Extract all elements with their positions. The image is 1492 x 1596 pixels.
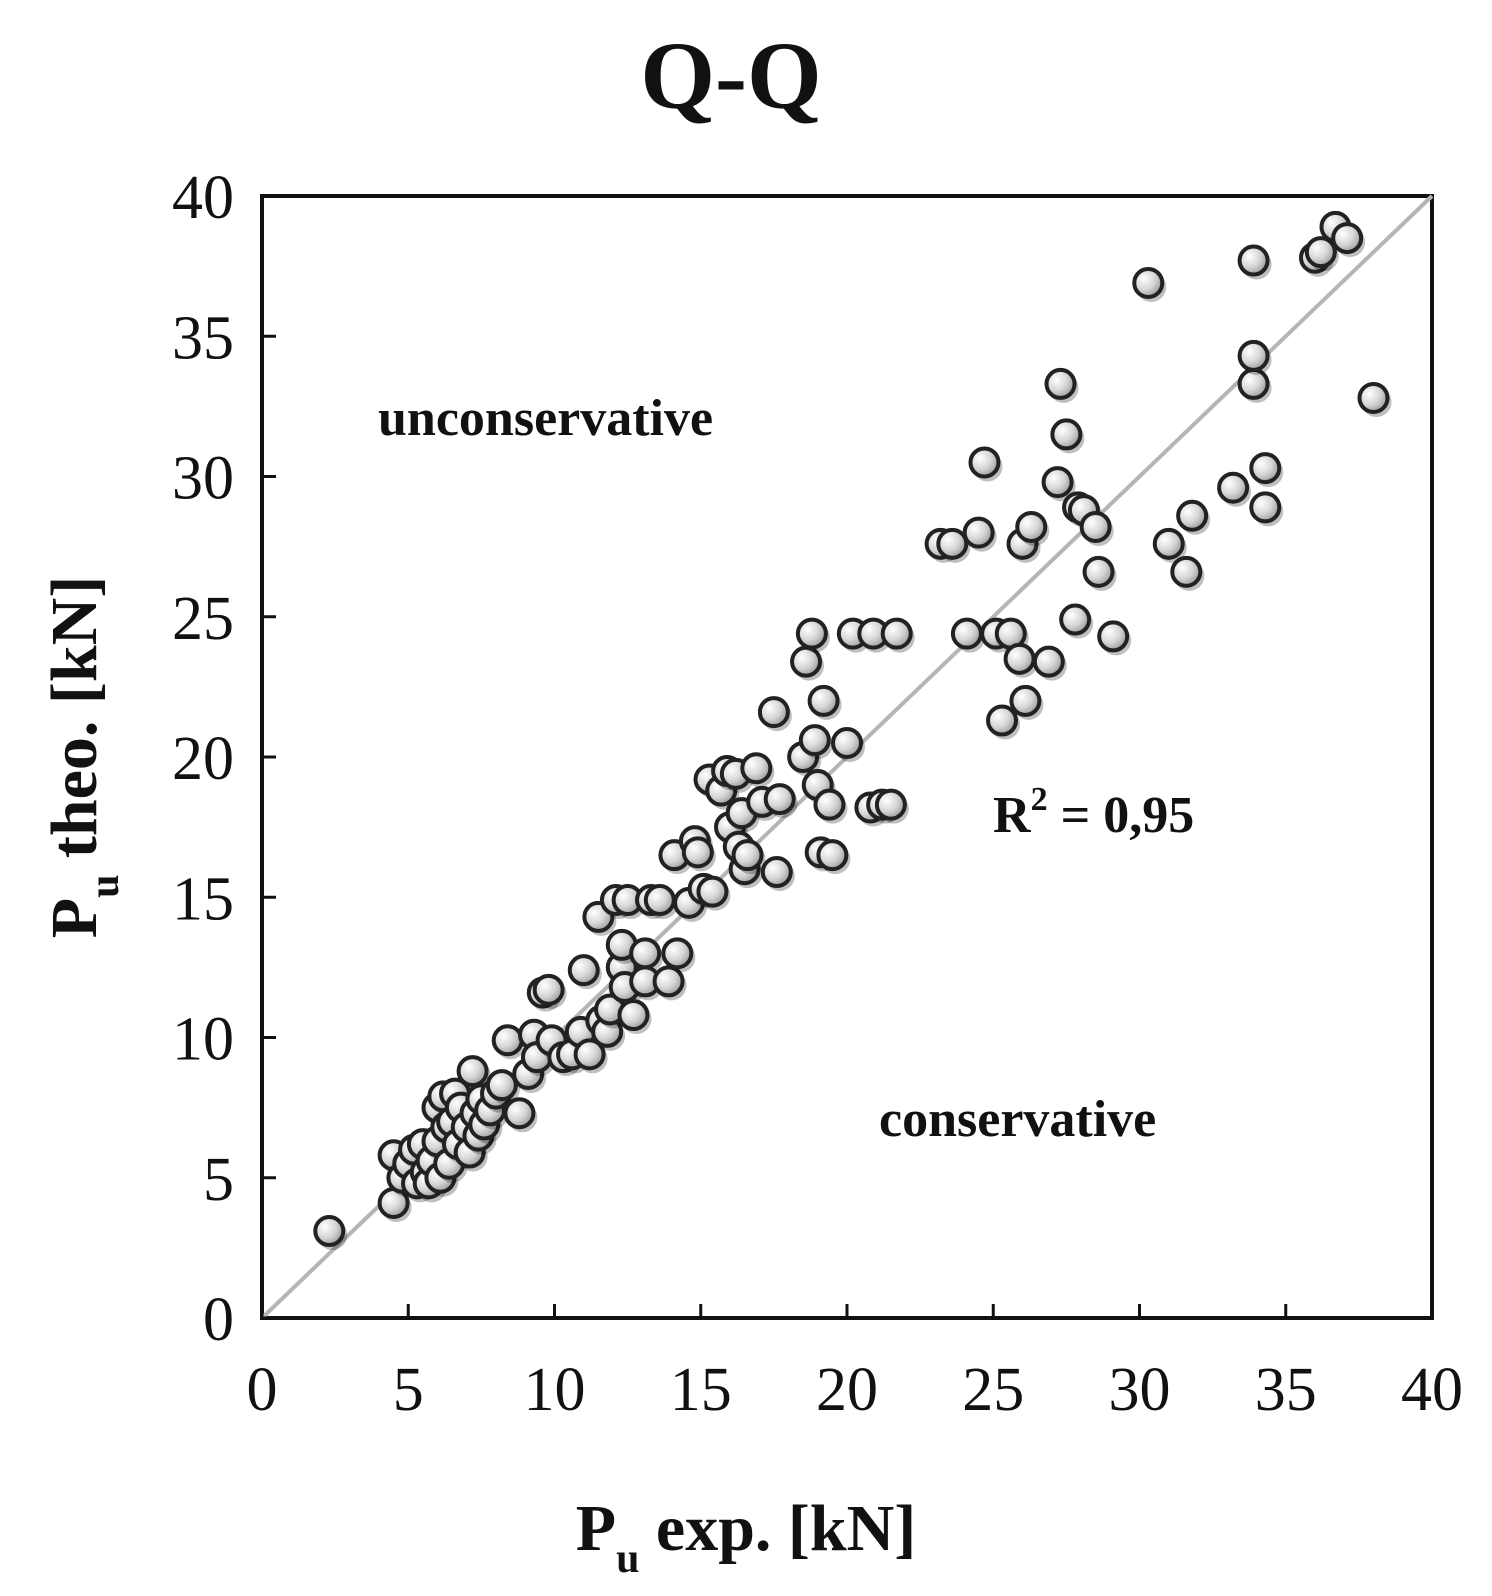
data-point bbox=[1032, 645, 1065, 678]
data-point bbox=[1059, 603, 1092, 636]
data-point bbox=[731, 839, 764, 872]
data-point bbox=[629, 937, 662, 970]
data-point bbox=[1249, 491, 1282, 524]
data-point bbox=[760, 856, 793, 889]
data-point bbox=[740, 752, 773, 785]
data-point bbox=[532, 973, 565, 1006]
y-axis-label-sub: u bbox=[82, 875, 128, 898]
data-point bbox=[1003, 642, 1036, 675]
data-point bbox=[1015, 510, 1048, 543]
r-squared-value: = 0,95 bbox=[1048, 787, 1195, 844]
data-point bbox=[968, 446, 1001, 479]
data-point bbox=[573, 1038, 606, 1071]
data-point bbox=[1009, 684, 1042, 717]
y-tick-label: 35 bbox=[172, 304, 234, 372]
data-point bbox=[1132, 266, 1165, 299]
x-tick-label: 30 bbox=[1109, 1356, 1171, 1424]
x-tick-label: 40 bbox=[1401, 1356, 1463, 1424]
x-tick-label: 35 bbox=[1255, 1356, 1317, 1424]
data-point bbox=[313, 1215, 346, 1248]
data-point bbox=[1050, 418, 1083, 451]
x-tick-label: 25 bbox=[962, 1356, 1024, 1424]
annotation-unconservative: unconservative bbox=[378, 390, 713, 447]
x-tick-label: 0 bbox=[247, 1356, 278, 1424]
y-axis-label-main: P bbox=[38, 898, 111, 938]
data-point bbox=[1170, 555, 1203, 588]
data-point bbox=[813, 788, 846, 821]
x-tick-label: 10 bbox=[524, 1356, 586, 1424]
y-tick-label: 5 bbox=[203, 1146, 234, 1214]
data-point bbox=[831, 726, 863, 759]
data-point bbox=[1044, 367, 1077, 400]
data-point bbox=[986, 704, 1019, 737]
y-tick-label: 20 bbox=[172, 725, 234, 793]
data-point bbox=[696, 875, 729, 908]
data-point bbox=[617, 999, 650, 1032]
x-tick-label: 20 bbox=[816, 1356, 878, 1424]
data-point bbox=[1237, 244, 1270, 277]
data-point bbox=[1357, 381, 1390, 414]
data-point bbox=[936, 527, 969, 560]
data-point bbox=[661, 937, 694, 970]
data-point bbox=[816, 839, 849, 872]
data-point bbox=[1041, 466, 1074, 499]
x-tick-label: 15 bbox=[670, 1356, 732, 1424]
x-axis-label: Pu exp. [kN] bbox=[576, 1492, 917, 1582]
data-point bbox=[1217, 471, 1250, 504]
data-point bbox=[1097, 620, 1130, 653]
data-point bbox=[491, 1024, 524, 1057]
x-axis-label-sub: u bbox=[616, 1536, 639, 1582]
data-point bbox=[880, 617, 913, 650]
data-point bbox=[1249, 452, 1282, 485]
data-point bbox=[485, 1069, 518, 1102]
data-point bbox=[503, 1097, 536, 1130]
r-squared-r: R bbox=[993, 787, 1032, 844]
r-squared-superscript: 2 bbox=[1031, 781, 1048, 818]
data-point bbox=[1082, 555, 1115, 588]
data-point bbox=[1331, 222, 1364, 255]
x-tick-label: 5 bbox=[393, 1356, 424, 1424]
data-point bbox=[962, 516, 995, 549]
y-tick-label: 10 bbox=[172, 1006, 234, 1074]
y-tick-label: 25 bbox=[172, 585, 234, 653]
data-point bbox=[1237, 339, 1270, 372]
x-axis-ticks: 0 5 10 15 20 25 30 35 40 bbox=[247, 1304, 1463, 1424]
y-axis-label-rest: theo. [kN] bbox=[38, 576, 111, 875]
data-point bbox=[1079, 510, 1112, 543]
data-point bbox=[795, 617, 828, 650]
data-point bbox=[1152, 527, 1185, 560]
y-axis-ticks: 0 5 10 15 20 25 30 35 40 bbox=[172, 164, 276, 1354]
y-tick-label: 40 bbox=[172, 164, 234, 232]
r-squared-annotation: R2 = 0,95 bbox=[993, 781, 1194, 844]
data-point bbox=[1304, 236, 1337, 269]
annotation-conservative: conservative bbox=[879, 1091, 1156, 1148]
y-tick-label: 15 bbox=[172, 865, 234, 933]
data-point bbox=[1176, 499, 1209, 532]
x-axis-label-main: P bbox=[576, 1492, 616, 1565]
chart-title: Q-Q bbox=[640, 22, 821, 129]
data-point bbox=[807, 684, 840, 717]
data-point bbox=[456, 1055, 489, 1088]
data-point bbox=[643, 884, 676, 917]
data-point bbox=[798, 724, 831, 757]
y-tick-label: 30 bbox=[172, 445, 234, 513]
x-axis-label-rest: exp. [kN] bbox=[639, 1492, 916, 1565]
data-point bbox=[567, 954, 600, 987]
y-tick-label: 0 bbox=[203, 1286, 234, 1354]
data-point bbox=[950, 617, 983, 650]
data-point bbox=[763, 783, 796, 816]
data-point bbox=[681, 836, 714, 869]
scatter-points bbox=[313, 210, 1392, 1251]
y-axis-label: Pu theo. [kN] bbox=[38, 576, 128, 939]
data-point bbox=[757, 696, 790, 729]
data-point bbox=[652, 965, 685, 998]
data-point bbox=[874, 788, 907, 821]
